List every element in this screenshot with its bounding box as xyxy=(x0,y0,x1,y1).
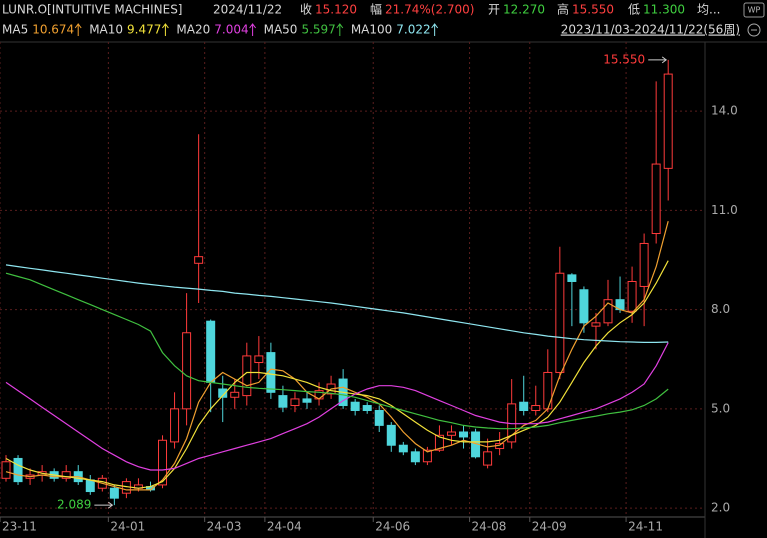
candle-body xyxy=(410,451,420,463)
date: 2024/11/22 xyxy=(213,3,282,17)
zoom-icon[interactable] xyxy=(747,23,761,37)
candle-body xyxy=(651,163,661,235)
candle-body xyxy=(158,439,168,486)
x-tick-label: 24-08 xyxy=(472,520,507,534)
date-range: 2023/11/03-2024/11/22(56周) xyxy=(561,23,740,37)
x-tick-label: 24-03 xyxy=(207,520,242,534)
legend-value: 10.674 xyxy=(32,23,74,37)
candle-body xyxy=(531,405,541,411)
field-label: 高 xyxy=(557,2,569,17)
candle-body xyxy=(230,391,240,398)
candle-body xyxy=(543,371,553,410)
candle-body xyxy=(627,280,637,312)
legend-value: 7.022 xyxy=(396,23,430,37)
legend-arrow xyxy=(336,23,344,36)
x-tick-label: 24-01 xyxy=(110,520,145,534)
x-tick-label: 24-04 xyxy=(267,520,302,534)
candle-body xyxy=(386,424,396,446)
field-label: 开 xyxy=(488,3,500,17)
field-label: 均... xyxy=(697,3,720,17)
candle-body xyxy=(266,352,276,393)
ma-line xyxy=(5,264,669,343)
annotation-arrow xyxy=(94,501,114,509)
legend-arrow xyxy=(162,23,169,36)
symbol: LUNR.O[INTUITIVE MACHINES] xyxy=(2,3,183,17)
legend-arrow xyxy=(431,23,439,36)
field-value: 12.270 xyxy=(503,3,545,17)
field-label: 低 xyxy=(628,3,640,17)
y-tick-label: 14.0 xyxy=(711,104,738,118)
field-label: 收 xyxy=(300,3,312,17)
candle-body xyxy=(663,73,673,169)
badge-box[interactable] xyxy=(743,2,765,18)
candle-body xyxy=(254,355,264,364)
candle-body xyxy=(206,320,216,383)
candle-body xyxy=(290,398,300,407)
y-tick-label: 5.0 xyxy=(711,401,730,415)
candle-body xyxy=(603,299,613,324)
candle-body xyxy=(182,332,192,410)
ma-line xyxy=(5,221,669,491)
candle-body xyxy=(85,479,95,493)
candle-body xyxy=(459,431,469,438)
candle-body xyxy=(374,409,384,426)
legend-value: 5.597 xyxy=(301,23,335,37)
field-label: 幅 xyxy=(370,2,382,17)
badge: WP xyxy=(748,6,761,15)
y-tick-label: 11.0 xyxy=(711,203,738,217)
field-value: 15.550 xyxy=(572,3,614,17)
x-tick-label: 24-09 xyxy=(532,520,567,534)
x-tick-label: 24-11 xyxy=(628,520,663,534)
candle-body xyxy=(13,457,23,483)
candle-body xyxy=(639,242,649,287)
candle-body xyxy=(434,434,444,451)
field-value: 15.120 xyxy=(315,3,357,17)
x-tick-label: 23-11 xyxy=(2,520,37,534)
candle-body xyxy=(218,388,228,398)
legend-value: 9.477 xyxy=(127,23,161,37)
x-tick-label: 24-06 xyxy=(375,520,410,534)
candle-body xyxy=(446,431,456,436)
candle-body xyxy=(242,355,252,397)
candle-body xyxy=(170,408,180,443)
y-tick-label: 8.0 xyxy=(711,302,730,316)
candle-body xyxy=(109,487,119,499)
annotation-arrow xyxy=(648,56,668,64)
legend-arrow xyxy=(74,23,82,36)
legend-name: MA20 xyxy=(176,23,210,37)
candle-body xyxy=(1,461,11,479)
field-value: 11.300 xyxy=(643,3,685,17)
candle-body xyxy=(61,471,71,479)
legend-arrow xyxy=(249,23,257,36)
candle-body xyxy=(302,398,312,403)
candle-body xyxy=(567,274,577,282)
field-value: 21.74%(2.700) xyxy=(385,3,474,17)
ma-line xyxy=(5,260,669,489)
candle-body xyxy=(422,449,432,463)
candle-body xyxy=(519,401,529,411)
annotation-label: 15.550 xyxy=(603,52,645,66)
candle-body xyxy=(278,395,288,408)
candle-body xyxy=(483,451,493,466)
candle-body xyxy=(591,322,601,327)
ma-line xyxy=(5,272,669,430)
candle-body xyxy=(398,444,408,453)
y-tick-label: 2.0 xyxy=(711,501,730,515)
ma-line xyxy=(5,342,669,471)
candle-body xyxy=(555,272,565,373)
legend-name: MA50 xyxy=(264,23,298,37)
candle-body xyxy=(350,401,360,411)
annotation-label: 2.089 xyxy=(57,498,91,512)
legend-value: 7.004 xyxy=(214,23,248,37)
legend-name: MA100 xyxy=(351,23,392,37)
candle-body xyxy=(362,405,372,411)
candle-body xyxy=(194,256,204,264)
legend-name: MA5 xyxy=(2,23,28,37)
legend-name: MA10 xyxy=(89,23,123,37)
candle-body xyxy=(579,289,589,324)
